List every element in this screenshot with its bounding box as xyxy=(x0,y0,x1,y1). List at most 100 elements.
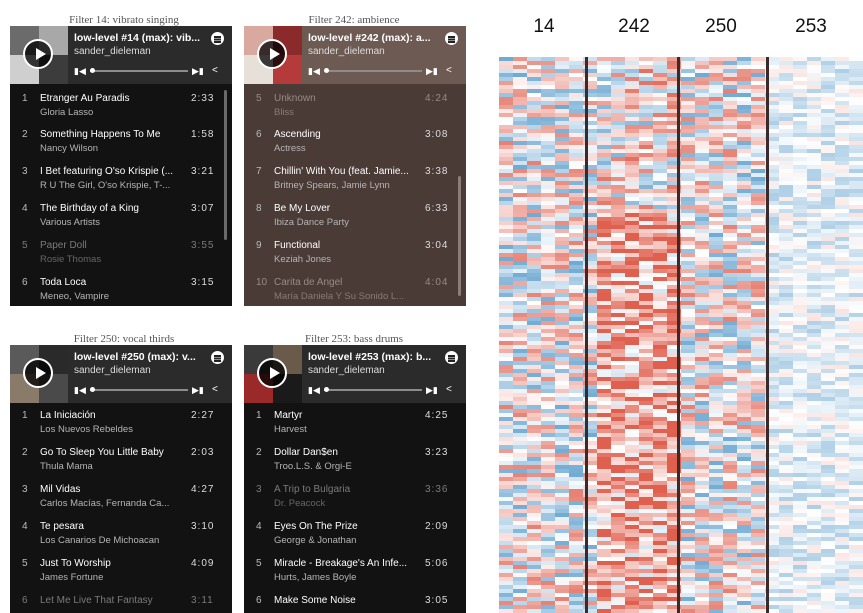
heatmap-cell xyxy=(527,521,541,526)
next-track-icon[interactable]: ▶▮ xyxy=(426,66,438,76)
heatmap-cell xyxy=(653,313,667,318)
playlist-title[interactable]: low-level #253 (max): b... xyxy=(308,351,432,363)
track-row[interactable]: 6 Toda Loca Meneo, Vampire 3:15 xyxy=(10,274,232,306)
track-artist[interactable]: Los Canarios De Michoacan xyxy=(40,535,160,546)
track-artist[interactable]: Keziah Jones xyxy=(274,254,332,265)
heatmap-cell xyxy=(499,97,513,102)
track-row[interactable]: 2 Something Happens To Me Nancy Wilson 1:58 xyxy=(10,126,232,162)
previous-track-icon[interactable]: ▮◀ xyxy=(308,66,320,76)
track-artist[interactable]: James Fortune xyxy=(40,572,104,583)
heatmap-cell xyxy=(709,193,723,198)
heatmap-cell xyxy=(625,221,639,226)
previous-track-icon[interactable]: ▮◀ xyxy=(74,66,86,76)
track-row[interactable]: 4 Te pesara Los Canarios De Michoacan 3:10 xyxy=(10,518,232,554)
track-artist[interactable]: Britney Spears, Jamie Lynn xyxy=(274,180,390,191)
share-icon[interactable]: < xyxy=(212,384,218,395)
spotify-logo-icon[interactable] xyxy=(211,32,224,45)
scrollbar[interactable] xyxy=(224,90,227,240)
progress-bar[interactable] xyxy=(324,387,422,392)
track-row[interactable]: 2 Go To Sleep You Little Baby Thula Mama 2:… xyxy=(10,444,232,480)
track-artist[interactable]: R U The Girl, O'so Krispie, T-... xyxy=(40,180,171,191)
heatmap-cell xyxy=(583,413,597,418)
track-artist[interactable]: Meneo, Vampire xyxy=(40,291,109,302)
heatmap-cell xyxy=(723,537,737,542)
spotify-logo-icon[interactable] xyxy=(445,351,458,364)
heatmap-cell xyxy=(583,369,597,374)
heatmap-cell xyxy=(625,253,639,258)
track-artist[interactable]: Various Artists xyxy=(40,217,101,228)
previous-track-icon[interactable]: ▮◀ xyxy=(74,385,86,395)
track-row[interactable]: 4 The Birthday of a King Various Artists 3:… xyxy=(10,200,232,236)
playlist-title[interactable]: low-level #14 (max): vib... xyxy=(74,32,201,44)
progress-bar[interactable] xyxy=(90,387,188,392)
playlist-owner[interactable]: sander_dieleman xyxy=(74,365,151,376)
playlist-title[interactable]: low-level #242 (max): a... xyxy=(308,32,431,44)
track-artist[interactable]: Dr. Peacock xyxy=(274,498,326,509)
progress-bar[interactable] xyxy=(324,68,422,73)
track-row[interactable]: 7 Chillin' With You (feat. Jamie... Britne… xyxy=(244,163,466,199)
track-artist[interactable]: Gloria Lasso xyxy=(40,107,94,118)
heatmap-cell xyxy=(849,121,863,126)
share-icon[interactable]: < xyxy=(446,384,452,395)
track-row[interactable]: 4 Eyes On The Prize George & Jonathan 2:09 xyxy=(244,518,466,554)
heatmap-cell xyxy=(625,133,639,138)
spotify-logo-icon[interactable] xyxy=(445,32,458,45)
track-row[interactable]: 5 Miracle - Breakage's An Infe... Hurts, J… xyxy=(244,555,466,591)
heatmap-cell xyxy=(597,469,611,474)
track-row[interactable]: 1 Martyr Harvest 4:25 xyxy=(244,407,466,443)
spotify-logo-icon[interactable] xyxy=(211,351,224,364)
playlist-owner[interactable]: sander_dieleman xyxy=(74,46,151,57)
next-track-icon[interactable]: ▶▮ xyxy=(192,66,204,76)
track-row[interactable]: 9 Functional Keziah Jones 3:04 xyxy=(244,237,466,273)
playlist-owner[interactable]: sander_dieleman xyxy=(308,46,385,57)
track-row[interactable]: 1 La Iniciación Los Nuevos Rebeldes 2:27 xyxy=(10,407,232,443)
track-artist[interactable]: María Daniela Y Su Sonido L... xyxy=(274,291,405,302)
scrollbar[interactable] xyxy=(458,176,461,296)
heatmap-cell xyxy=(611,69,625,74)
track-artist[interactable]: Thula Mama xyxy=(40,461,93,472)
track-artist[interactable]: Actress xyxy=(274,143,306,154)
share-icon[interactable]: < xyxy=(446,65,452,76)
track-artist[interactable]: Hurts, James Boyle xyxy=(274,572,357,583)
track-row[interactable]: 5 Just To Worship James Fortune 4:09 xyxy=(10,555,232,591)
track-artist[interactable]: George & Jonathan xyxy=(274,535,357,546)
track-row[interactable]: 8 Be My Lover Ibiza Dance Party 6:33 xyxy=(244,200,466,236)
track-artist[interactable]: Los Nuevos Rebeldes xyxy=(40,424,133,435)
track-artist[interactable]: Bliss xyxy=(274,107,295,118)
track-artist[interactable]: Troo.L.S. & Orgi-E xyxy=(274,461,352,472)
track-row[interactable]: 5 Unknown Bliss 4:24 xyxy=(244,90,466,126)
next-track-icon[interactable]: ▶▮ xyxy=(192,385,204,395)
play-button[interactable] xyxy=(257,358,287,388)
play-button[interactable] xyxy=(257,39,287,69)
track-row[interactable]: 6 Make Some Noise 3:05 xyxy=(244,592,466,613)
track-row[interactable]: 5 Paper Doll Rosie Thomas 3:55 xyxy=(10,237,232,273)
track-row[interactable]: 10 Carita de Angel María Daniela Y Su Soni… xyxy=(244,274,466,306)
track-row[interactable]: 2 Dollar Dan$en Troo.L.S. & Orgi-E 3:23 xyxy=(244,444,466,480)
track-artist[interactable]: Harvest xyxy=(274,424,307,435)
heatmap-cell xyxy=(597,369,611,374)
next-track-icon[interactable]: ▶▮ xyxy=(426,385,438,395)
play-button[interactable] xyxy=(23,358,53,388)
play-button[interactable] xyxy=(23,39,53,69)
heatmap-cell xyxy=(709,205,723,210)
heatmap-cell xyxy=(583,581,597,586)
heatmap-cell xyxy=(625,209,639,214)
track-artist[interactable]: Ibiza Dance Party xyxy=(274,217,349,228)
playlist-title[interactable]: low-level #250 (max): v... xyxy=(74,351,196,363)
heatmap-cell xyxy=(695,393,709,398)
progress-bar[interactable] xyxy=(90,68,188,73)
track-artist[interactable]: Carlos Macías, Fernanda Ca... xyxy=(40,498,170,509)
track-row[interactable]: 6 Ascending Actress 3:08 xyxy=(244,126,466,162)
share-icon[interactable]: < xyxy=(212,65,218,76)
heatmap-cell xyxy=(667,185,681,190)
track-row[interactable]: 1 Etranger Au Paradis Gloria Lasso 2:33 xyxy=(10,90,232,126)
track-row[interactable]: 3 Mil Vidas Carlos Macías, Fernanda Ca... 4… xyxy=(10,481,232,517)
track-row[interactable]: 6 Let Me Live That Fantasy 3:11 xyxy=(10,592,232,613)
track-artist[interactable]: Rosie Thomas xyxy=(40,254,102,265)
track-artist[interactable]: Nancy Wilson xyxy=(40,143,99,154)
playlist-owner[interactable]: sander_dieleman xyxy=(308,365,385,376)
previous-track-icon[interactable]: ▮◀ xyxy=(308,385,320,395)
heatmap-cell xyxy=(737,337,751,342)
